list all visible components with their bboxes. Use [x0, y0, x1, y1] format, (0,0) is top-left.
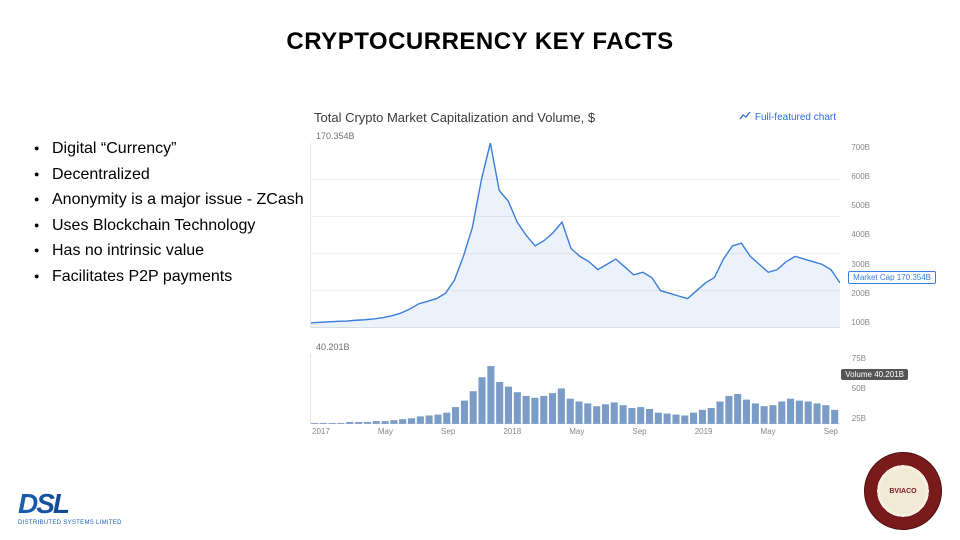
ytick: 700B — [851, 143, 870, 152]
bullet-item: Facilitates P2P payments — [34, 266, 304, 288]
bullet-list: Digital “Currency” Decentralized Anonymi… — [34, 138, 304, 292]
bullet-item: Decentralized — [34, 164, 304, 186]
volume-badge: Volume 40.201B — [841, 369, 908, 380]
ytick: 300B — [851, 260, 870, 269]
volume-readout: 40.201B — [310, 342, 840, 352]
xtick: Sep — [824, 427, 838, 440]
marketcap-chart[interactable]: 700B 600B 500B 400B 300B 200B 100B Marke… — [310, 143, 840, 328]
chart-header: Total Crypto Market Capitalization and V… — [310, 110, 840, 131]
chart-link-label: Full-featured chart — [755, 112, 836, 123]
footer-logo-right: BVIACO — [864, 452, 942, 530]
slide-title: CRYPTOCURRENCY KEY FACTS — [0, 28, 960, 56]
ytick: 100B — [851, 318, 870, 327]
marketcap-yaxis: 700B 600B 500B 400B 300B 200B 100B — [851, 143, 870, 327]
xtick: May — [378, 427, 393, 440]
shared-xaxis: 2017 May Sep 2018 May Sep 2019 May Sep — [310, 424, 840, 440]
xtick: 2018 — [503, 427, 521, 440]
marketcap-svg — [311, 143, 840, 328]
chart-link-icon — [739, 111, 751, 124]
dsl-logo-sub: DISTRIBUTED SYSTEMS LIMITED — [18, 520, 122, 526]
bullet-item: Uses Blockchain Technology — [34, 215, 304, 237]
vol-ytick: 50B — [852, 384, 866, 393]
xtick: May — [569, 427, 584, 440]
ytick: 200B — [851, 289, 870, 298]
ytick: 500B — [851, 201, 870, 210]
chart-title: Total Crypto Market Capitalization and V… — [314, 110, 595, 125]
slide-root: CRYPTOCURRENCY KEY FACTS Digital “Curren… — [0, 0, 960, 540]
xtick: Sep — [632, 427, 646, 440]
xtick: 2017 — [312, 427, 330, 440]
chart-panel: Total Crypto Market Capitalization and V… — [310, 110, 840, 470]
full-featured-chart-link[interactable]: Full-featured chart — [739, 111, 836, 124]
volume-yaxis: 75B 50B 25B — [852, 354, 866, 423]
ytick: 600B — [851, 172, 870, 181]
volume-svg — [311, 354, 840, 424]
vol-ytick: 75B — [852, 354, 866, 363]
xtick: May — [761, 427, 776, 440]
bullet-ul: Digital “Currency” Decentralized Anonymi… — [34, 138, 304, 288]
ytick: 400B — [851, 230, 870, 239]
bullet-item: Digital “Currency” — [34, 138, 304, 160]
volume-chart[interactable]: 75B 50B 25B Volume 40.201B — [310, 354, 840, 424]
xtick: Sep — [441, 427, 455, 440]
bullet-item: Anonymity is a major issue - ZCash — [34, 189, 304, 211]
seal-inner-label: BVIACO — [880, 468, 926, 514]
bullet-item: Has no intrinsic value — [34, 240, 304, 262]
vol-ytick: 25B — [852, 414, 866, 423]
dsl-logo-mark: DSL — [18, 488, 122, 520]
price-readout: 170.354B — [310, 131, 840, 141]
footer-logo-left: DSL DISTRIBUTED SYSTEMS LIMITED — [18, 488, 122, 526]
seal-icon: BVIACO — [864, 452, 942, 530]
marketcap-badge: Market Cap 170.354B — [848, 271, 936, 284]
xtick: 2019 — [695, 427, 713, 440]
